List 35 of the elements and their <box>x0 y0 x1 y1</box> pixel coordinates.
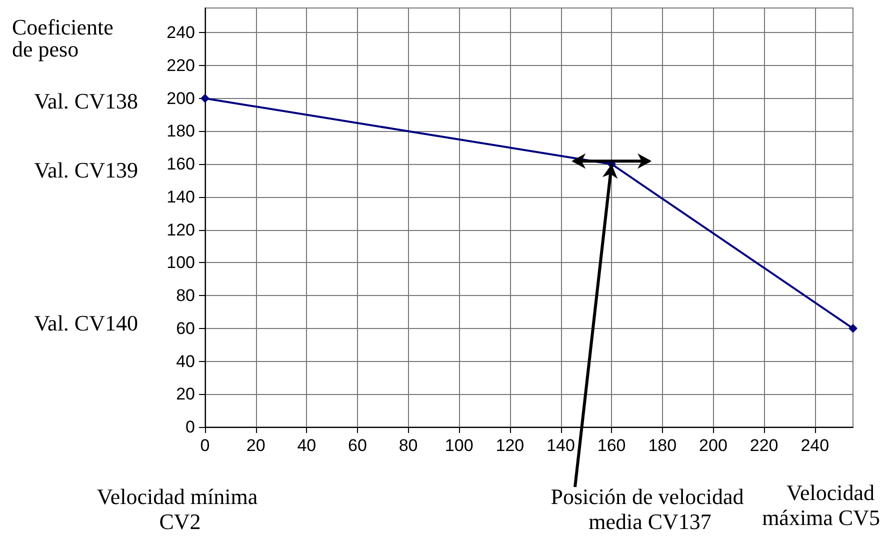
x-tick-label: 220 <box>750 436 778 455</box>
x-tick-label: 140 <box>546 436 575 455</box>
text: Velocidad mínima CV2 <box>96 484 264 534</box>
y-tick-label: 60 <box>176 318 195 338</box>
x-tick-label: 180 <box>648 436 677 455</box>
x-tick-label: 100 <box>444 436 474 455</box>
y-tick-label: 240 <box>166 23 195 42</box>
y-tick-label: 40 <box>176 352 195 371</box>
y-tick-label: 200 <box>166 88 195 108</box>
x-tick-label: 120 <box>496 436 524 455</box>
text: Val. CV140 <box>34 310 138 336</box>
y-tick-label: 80 <box>176 286 195 306</box>
y-tick-label: 160 <box>166 154 195 174</box>
y-tick-label: 180 <box>166 122 195 141</box>
y-tick-label: 100 <box>166 253 195 272</box>
x-tick-label: 40 <box>297 436 316 455</box>
y-axis-title: Coeficiente de peso <box>12 14 119 62</box>
text: Val. CV139 <box>34 158 138 182</box>
x-tick-label: 20 <box>246 436 266 455</box>
y-tick-label: 0 <box>186 418 195 436</box>
point <box>200 94 210 103</box>
x-tick-label: 160 <box>597 436 626 455</box>
text: Val. CV138 <box>34 88 138 114</box>
x-tick-label: 240 <box>800 436 830 455</box>
text: Posición de velocidad media CV137 <box>550 484 750 534</box>
y-tick-label: 20 <box>176 384 195 404</box>
x-tick-label: 200 <box>699 436 728 455</box>
text: Velocidad máxima CV5 <box>762 480 880 530</box>
x-tick-label: 80 <box>398 436 418 455</box>
x-tick-label: 60 <box>348 436 367 455</box>
y-tick-label: 120 <box>166 220 195 240</box>
y-tick-label: 220 <box>166 56 195 76</box>
point <box>848 324 858 333</box>
y-tick-label: 140 <box>166 187 195 206</box>
x-tick-label: 0 <box>200 436 210 455</box>
